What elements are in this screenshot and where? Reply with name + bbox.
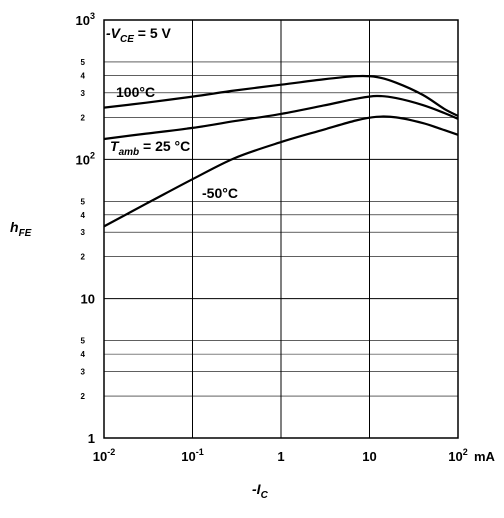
y-tick-label-0: 1 <box>88 431 95 446</box>
x-tick-label-4: 102 <box>448 447 467 464</box>
y-tick-label-1: 10 <box>81 292 95 307</box>
tamb-label-main: T <box>110 138 120 154</box>
vce-condition-sub: CE <box>120 34 134 45</box>
series-label-minus50c: -50°C <box>202 185 238 201</box>
x-tick-label-0: 10-2 <box>93 447 115 464</box>
y-minor-tick-label-7: 5 <box>81 197 86 206</box>
x-axis-title: -IC <box>252 481 269 501</box>
vce-condition-prefix: -V <box>106 25 122 41</box>
y-minor-tick-label-0: 2 <box>81 392 86 401</box>
y-tick-label-3: 103 <box>76 11 95 28</box>
x-axis-unit: mA <box>474 449 496 464</box>
y-minor-tick-label-3: 5 <box>81 337 86 346</box>
x-tick-label-1: 10-1 <box>181 447 203 464</box>
grid-major <box>103 19 459 439</box>
series-line-1 <box>103 94 459 141</box>
y-axis-title: hFE <box>10 219 32 239</box>
y-minor-tick-label-1: 3 <box>81 368 86 377</box>
x-axis-title-main: -I <box>252 481 262 497</box>
y-minor-tick-label-4: 2 <box>81 253 86 262</box>
y-tick-label-2: 102 <box>76 150 95 167</box>
y-axis-title-main: h <box>10 219 19 235</box>
y-minor-tick-label-9: 3 <box>81 89 86 98</box>
x-tick-labels: 10-2 10-1 1 10 102 <box>93 447 468 464</box>
vce-condition-label: -VCE = 5 V <box>106 25 172 45</box>
y-axis-title-sub: FE <box>19 228 32 239</box>
y-minor-tick-label-2: 4 <box>81 350 86 359</box>
y-minor-tick-label-8: 2 <box>81 113 86 122</box>
x-axis-title-sub: C <box>261 490 269 501</box>
x-tick-label-3: 10 <box>362 449 376 464</box>
series-line-2 <box>103 115 459 228</box>
x-tick-label-2: 1 <box>277 449 284 464</box>
y-minor-tick-label-6: 4 <box>81 211 86 220</box>
y-minor-tick-label-5: 3 <box>81 228 86 237</box>
y-tick-labels: 1 10 102 103 2 3 4 5 2 3 4 5 2 3 4 5 <box>76 11 95 446</box>
grid-minor <box>104 61 458 397</box>
y-minor-tick-label-11: 5 <box>81 58 86 67</box>
tamb-label: Tamb = 25 °C <box>110 138 190 158</box>
tamb-label-value: = 25 °C <box>139 138 190 154</box>
series-line-0 <box>103 74 459 117</box>
curves <box>103 74 459 228</box>
series-label-100c: 100°C <box>116 84 155 100</box>
vce-condition-value: = 5 V <box>134 25 172 41</box>
tamb-label-sub: amb <box>119 147 140 158</box>
y-minor-tick-label-10: 4 <box>81 71 86 80</box>
